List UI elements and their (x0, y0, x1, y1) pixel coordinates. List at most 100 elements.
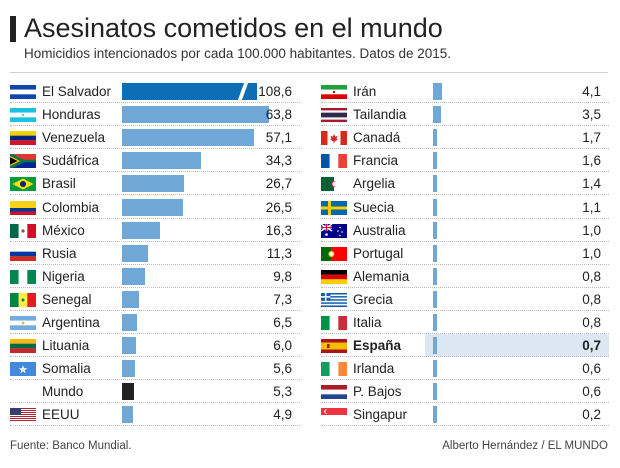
category-label: Somalia (42, 361, 91, 377)
sweden-flag-icon (321, 200, 347, 215)
source-note: Fuente: Banco Mundial. (10, 440, 132, 452)
category-label: Colombia (42, 199, 100, 215)
netherlands-flag-icon (321, 385, 347, 400)
bar-row-australia: Australia 1,0 (321, 219, 609, 242)
value-label: 63,8 (265, 107, 292, 123)
colombia-flag-icon (10, 200, 36, 215)
bar-row-italia: Italia 0,8 (321, 311, 609, 334)
row-separator (321, 240, 609, 242)
germany-flag-icon (321, 269, 347, 284)
row-separator (321, 425, 609, 427)
somalia-flag-icon (10, 362, 36, 377)
bar-row-honduras: Honduras 63,8 (10, 103, 300, 127)
row-separator (321, 356, 609, 358)
value-label: 4,1 (582, 84, 601, 99)
row-separator (10, 333, 300, 334)
row-separator (321, 102, 609, 103)
bar-somalia (122, 360, 135, 378)
axis-break-mark (237, 83, 249, 100)
bar-alemania (433, 267, 437, 285)
bar-rusia (122, 244, 149, 262)
bar-honduras (122, 106, 270, 124)
row-separator (321, 402, 609, 404)
row-separator (10, 425, 300, 427)
argentina-flag-icon (10, 316, 36, 330)
category-label: EEUU (42, 407, 80, 423)
france-flag-icon (321, 154, 347, 169)
singapore-flag-icon (321, 408, 347, 423)
bar-españa (433, 337, 437, 355)
bar-p-bajos (433, 383, 437, 401)
value-label: 1,4 (582, 176, 601, 192)
value-label: 0,6 (582, 384, 601, 400)
category-label: Portugal (353, 245, 404, 261)
bar-row-venezuela: Venezuela 57,1 (10, 126, 300, 150)
bar-australia (433, 221, 437, 239)
canada-flag-icon (321, 131, 347, 146)
chart-subtitle: Homicidios intencionados por cada 100.00… (24, 46, 452, 61)
row-separator (10, 379, 300, 381)
category-label: Singapur (353, 407, 408, 423)
category-label: Nigeria (42, 268, 85, 284)
value-label: 0,8 (582, 315, 601, 330)
header-divider (10, 72, 608, 73)
row-separator (321, 194, 609, 196)
row-separator (321, 286, 609, 288)
bar-venezuela (122, 129, 254, 147)
category-label: México (42, 222, 85, 238)
bar-senegal (122, 290, 139, 308)
value-label: 57,1 (265, 130, 292, 146)
row-separator (321, 379, 609, 381)
bar-row-canadá: Canadá 1,7 (321, 126, 609, 150)
bar-mundo (122, 383, 135, 401)
value-label: 34,3 (265, 153, 292, 169)
category-label: Venezuela (42, 130, 106, 146)
value-label: 1,0 (582, 245, 601, 261)
bar-row-irlanda: Irlanda 0,6 (321, 357, 609, 381)
bar-row-españa: España 0,7 (321, 334, 609, 358)
bar-row-argentina: Argentina 6,5 (10, 311, 300, 334)
row-separator (10, 194, 300, 196)
category-label: P. Bajos (353, 384, 402, 400)
row-separator (10, 171, 300, 173)
bar-row-brasil: Brasil 26,7 (10, 172, 300, 196)
value-label: 5,3 (273, 384, 292, 400)
bar-row-rusia: Rusia 11,3 (10, 242, 300, 265)
row-separator (10, 240, 300, 242)
bar-italia (433, 314, 437, 331)
category-label: Alemania (353, 268, 410, 284)
bar-row-colombia: Colombia 26,5 (10, 196, 300, 219)
highlight-band (425, 334, 609, 358)
bar-portugal (433, 244, 437, 262)
australia-flag-icon (321, 223, 347, 238)
row-separator (10, 217, 300, 219)
row-separator (10, 125, 300, 127)
honduras-flag-icon (10, 108, 36, 123)
bar-argentina (122, 314, 137, 331)
value-label: 0,8 (582, 291, 601, 307)
nigeria-flag-icon (10, 269, 36, 284)
spain-flag-icon (321, 339, 347, 354)
credit-note: Alberto Hernández / EL MUNDO (442, 440, 608, 452)
value-label: 1,1 (582, 199, 601, 215)
row-separator (321, 171, 609, 173)
russia-flag-icon (10, 246, 36, 261)
bar-row-sudáfrica: Sudáfrica 34,3 (10, 149, 300, 173)
row-separator (321, 263, 609, 265)
row-separator (10, 286, 300, 288)
bar-row-eeuu: EEUU 4,9 (10, 403, 300, 427)
bar-row-suecia: Suecia 1,1 (321, 196, 609, 219)
bar-eeuu (122, 406, 134, 424)
value-label: 6,5 (273, 315, 292, 330)
bar-row-irán: Irán 4,1 (321, 80, 609, 103)
value-label: 0,7 (582, 338, 601, 354)
portugal-flag-icon (321, 246, 347, 261)
bar-row-senegal: Senegal 7,3 (10, 288, 300, 311)
bar-row-el-salvador: El Salvador 108,6 (10, 80, 300, 103)
bar-irlanda (433, 360, 437, 378)
thailand-flag-icon (321, 108, 347, 123)
value-label: 0,2 (582, 407, 601, 423)
bar-tailandia (433, 106, 442, 124)
category-label: Rusia (42, 245, 77, 261)
bar-row-mundo: Mundo 5,3 (10, 380, 300, 404)
